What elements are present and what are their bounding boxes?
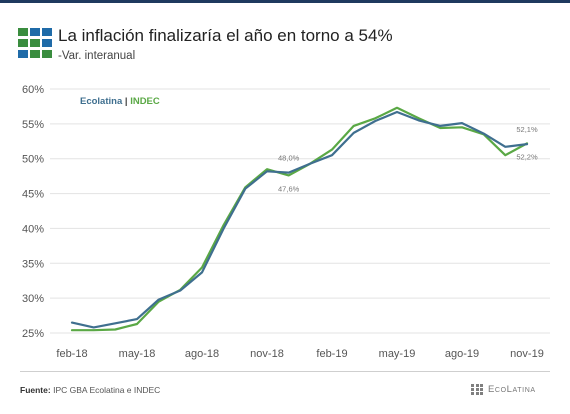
data-label: 48,0% xyxy=(278,154,300,163)
legend-entry-indec: INDEC xyxy=(130,96,160,107)
y-tick-label: 30% xyxy=(22,293,44,305)
series-line-indec xyxy=(70,106,529,332)
grid-squares-logo-icon xyxy=(18,28,52,60)
logo-square xyxy=(30,50,40,58)
top-rule xyxy=(0,0,570,3)
y-tick-label: 50% xyxy=(22,154,44,166)
y-tick-label: 35% xyxy=(22,258,44,270)
legend-separator: | xyxy=(122,96,130,107)
footer-divider xyxy=(20,371,550,372)
data-label: 47,6% xyxy=(278,184,300,193)
brand-mark-square xyxy=(471,387,474,391)
logo-square xyxy=(42,39,52,47)
logo-square xyxy=(42,28,52,36)
chart-legend: Ecolatina | INDEC xyxy=(80,96,160,107)
logo-square xyxy=(18,28,28,36)
brand-mark-square xyxy=(471,391,474,395)
brand-logo: EcoLatina xyxy=(471,382,536,396)
x-tick-label: may-19 xyxy=(379,348,416,360)
logo-square xyxy=(18,50,28,58)
brand-mark-icon xyxy=(471,383,484,395)
brand-mark-square xyxy=(471,383,474,387)
x-tick-label: feb-18 xyxy=(56,348,87,360)
x-tick-label: nov-18 xyxy=(250,348,284,360)
brand-mark-square xyxy=(480,387,483,391)
brand-mark-square xyxy=(480,383,483,387)
x-tick-label: ago-18 xyxy=(185,348,219,360)
legend-entry-ecolatina: Ecolatina xyxy=(80,96,123,107)
y-tick-label: 25% xyxy=(22,328,44,340)
y-tick-label: 55% xyxy=(22,119,44,131)
line-chart: 25% 30% 35% 40% 45% 50% 55% 60% feb-18 may-18 ago-… xyxy=(22,84,550,360)
y-tick-label: 60% xyxy=(22,84,44,96)
logo-square xyxy=(18,39,28,47)
x-tick-label: feb-19 xyxy=(316,348,347,360)
series-line-ecolatina xyxy=(70,110,529,329)
x-tick-label: ago-19 xyxy=(445,348,479,360)
logo-square xyxy=(30,39,40,47)
source-text: IPC GBA Ecolatina e INDEC xyxy=(53,385,161,395)
chart-subtitle: -Var. interanual xyxy=(58,50,136,62)
brand-mark-square xyxy=(475,387,479,391)
source-note: Fuente: IPC GBA Ecolatina e INDEC xyxy=(20,385,160,395)
x-tick-label: nov-19 xyxy=(510,348,544,360)
logo-square xyxy=(30,28,40,36)
brand-mark-square xyxy=(480,391,483,395)
y-tick-label: 45% xyxy=(22,189,44,201)
data-label: 52,2% xyxy=(516,152,538,161)
x-tick-label: may-18 xyxy=(119,348,156,360)
data-label: 52,1% xyxy=(516,125,538,134)
logo-square xyxy=(42,50,52,58)
brand-mark-square xyxy=(475,391,479,395)
chart-title: La inflación finalizaría el año en torno… xyxy=(58,26,393,45)
source-label: Fuente: xyxy=(20,385,51,395)
brand-name: EcoLatina xyxy=(488,383,536,395)
y-tick-label: 40% xyxy=(22,223,44,235)
brand-mark-square xyxy=(475,383,479,387)
